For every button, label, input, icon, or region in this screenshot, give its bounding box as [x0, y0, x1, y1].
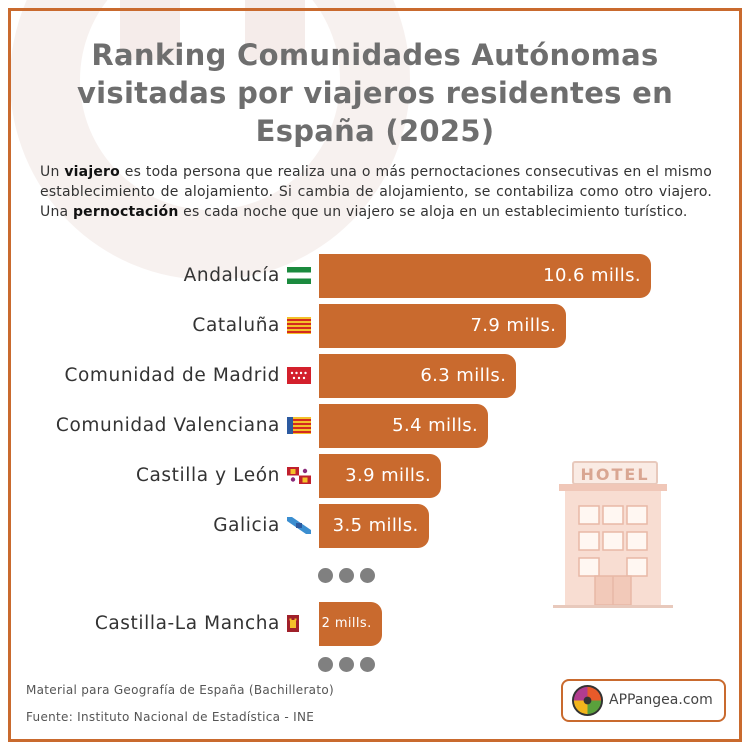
valencia-flag-icon [287, 417, 311, 434]
value-label: 10.6 mills. [543, 265, 641, 286]
andalucia-flag-icon [287, 267, 311, 284]
intro-paragraph: Un viajero es toda persona que realiza u… [40, 162, 712, 222]
hotel-sign-text: HOTEL [580, 465, 649, 484]
bar: 10.6 mills. [319, 254, 651, 298]
ellipsis-dots [318, 568, 375, 583]
value-label: 3.9 mills. [345, 465, 432, 486]
ellipsis-dot [318, 657, 333, 672]
title-line: Ranking Comunidades Autónomas [91, 38, 659, 72]
intro-text: Un [40, 164, 65, 180]
brand-name: APPangea.com [609, 692, 713, 708]
castilla-leon-flag-icon [287, 467, 311, 484]
madrid-flag-icon [287, 367, 311, 384]
bar-row: Andalucía 10.6 mills. [0, 254, 750, 298]
intro-term-viajero: viajero [64, 164, 120, 180]
category-label: Cataluña [192, 315, 280, 336]
bar-row: Castilla-La Mancha 2 mills. [0, 602, 750, 646]
value-label: 5.4 mills. [392, 415, 479, 436]
background-decoration [10, 0, 410, 280]
category-label: Castilla-La Mancha [94, 613, 280, 634]
hotel-illustration: HOTEL [553, 461, 673, 608]
castilla-la-mancha-flag-icon [287, 615, 311, 632]
page-title: Ranking Comunidades Autónomas visitadas … [30, 36, 720, 150]
galicia-flag-icon [287, 517, 311, 534]
ellipsis-dot [339, 568, 354, 583]
ellipsis-dot [318, 568, 333, 583]
bar-row: Comunidad de Madrid 6.3 mills. [0, 354, 750, 398]
intro-text: es toda persona que realiza una o más pe… [40, 164, 712, 220]
bar-row: Cataluña 7.9 mills. [0, 304, 750, 348]
bar: 6.3 mills. [319, 354, 517, 398]
intro-term-pernoctacion: pernoctación [72, 204, 179, 220]
title-line: visitadas por viajeros residentes en [76, 76, 674, 110]
category-label: Comunidad Valenciana [55, 415, 280, 436]
title-line: España (2025) [255, 114, 495, 148]
value-label: 2 mills. [321, 616, 372, 631]
bar-row: Comunidad Valenciana 5.4 mills. [0, 404, 750, 448]
footer-source: Fuente: Instituto Nacional de Estadístic… [26, 710, 315, 724]
bar: 3.9 mills. [319, 454, 442, 498]
intro-text: es cada noche que un viajero se aloja en… [178, 204, 688, 220]
ellipsis-dot [360, 568, 375, 583]
bar: 7.9 mills. [319, 304, 567, 348]
ellipsis-dots [318, 657, 375, 672]
bar: 5.4 mills. [319, 404, 489, 448]
bar-row: Castilla y León 3.9 mills. [0, 454, 750, 498]
value-label: 6.3 mills. [420, 365, 507, 386]
bar: 2 mills. [319, 602, 382, 646]
footer-material: Material para Geografía de España (Bachi… [26, 683, 334, 697]
value-label: 3.5 mills. [332, 515, 419, 536]
category-label: Andalucía [183, 265, 280, 286]
puzzle-logo-icon [571, 684, 604, 717]
ellipsis-dot [339, 657, 354, 672]
category-label: Galicia [213, 515, 280, 536]
bar: 3.5 mills. [319, 504, 429, 548]
value-label: 7.9 mills. [470, 315, 557, 336]
cataluna-flag-icon [287, 317, 311, 334]
category-label: Castilla y León [135, 465, 280, 486]
brand-badge[interactable]: APPangea.com [561, 679, 726, 722]
page-frame [8, 8, 742, 742]
bar-row: Galicia 3.5 mills. [0, 504, 750, 548]
category-label: Comunidad de Madrid [64, 365, 280, 386]
ellipsis-dot [360, 657, 375, 672]
